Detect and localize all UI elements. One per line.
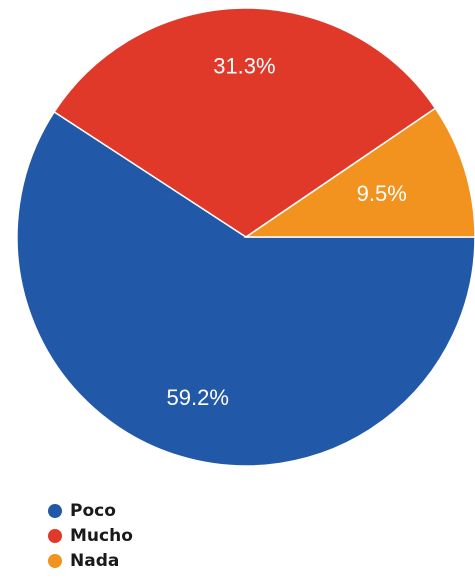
legend-item-nada: Nada	[48, 548, 133, 573]
pie-slice-mucho	[53, 7, 437, 238]
legend-swatch-mucho	[48, 528, 62, 543]
chart-legend: Poco Mucho Nada	[48, 498, 133, 573]
legend-label-mucho: Mucho	[70, 525, 133, 546]
legend-item-mucho: Mucho	[48, 523, 133, 548]
slice-label-poco: 59.2%	[167, 385, 229, 410]
pie-chart: 59.2% 31.3% 9.5%	[16, 7, 475, 467]
slice-label-mucho: 31.3%	[213, 53, 275, 78]
legend-swatch-nada	[48, 553, 62, 568]
legend-swatch-poco	[48, 503, 62, 518]
slice-label-nada: 9.5%	[357, 181, 407, 206]
legend-item-poco: Poco	[48, 498, 133, 523]
legend-label-poco: Poco	[70, 500, 116, 521]
legend-label-nada: Nada	[70, 550, 120, 571]
pie-slice-poco	[16, 110, 475, 467]
